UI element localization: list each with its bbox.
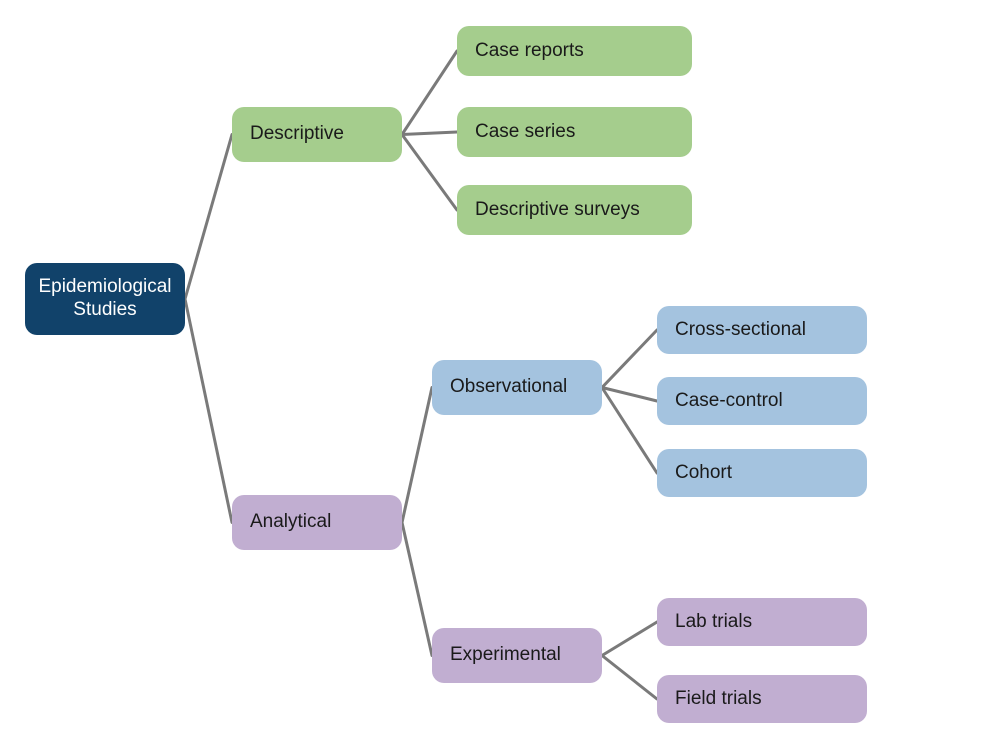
node-analytical-label: Analytical [250,511,331,534]
node-case-reports-label: Case reports [475,40,584,63]
node-root-line1: Epidemiological [38,276,171,297]
node-descriptive: Descriptive [232,107,402,162]
node-descriptive-surveys-label: Descriptive surveys [475,199,640,222]
node-experimental: Experimental [432,628,602,683]
node-cross-sectional-label: Cross-sectional [675,319,806,342]
node-lab-trials: Lab trials [657,598,867,646]
node-case-series: Case series [457,107,692,157]
node-observational-label: Observational [450,376,567,399]
node-case-control-label: Case-control [675,390,783,413]
node-root: Epidemiological Studies [25,263,185,335]
node-observational: Observational [432,360,602,415]
node-case-control: Case-control [657,377,867,425]
node-cross-sectional: Cross-sectional [657,306,867,354]
node-cohort-label: Cohort [675,462,732,485]
node-case-series-label: Case series [475,121,575,144]
node-descriptive-surveys: Descriptive surveys [457,185,692,235]
node-case-reports: Case reports [457,26,692,76]
node-field-trials: Field trials [657,675,867,723]
diagram-canvas: Epidemiological Studies Descriptive Case… [0,0,993,750]
node-descriptive-label: Descriptive [250,123,344,146]
node-root-line2: Studies [73,299,136,320]
node-cohort: Cohort [657,449,867,497]
node-lab-trials-label: Lab trials [675,611,752,634]
node-experimental-label: Experimental [450,644,561,667]
node-field-trials-label: Field trials [675,688,762,711]
node-analytical: Analytical [232,495,402,550]
